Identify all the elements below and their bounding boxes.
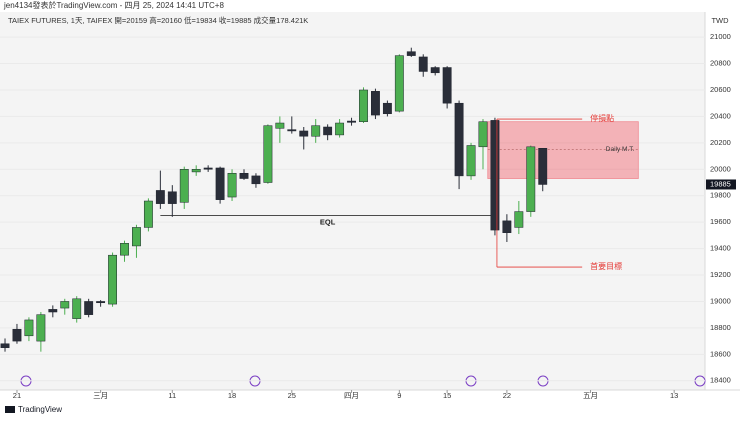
x-tick-label: 18	[228, 391, 236, 400]
x-tick-label: 四月	[344, 391, 359, 400]
y-tick-label: 19800	[710, 191, 731, 200]
candle-body	[335, 122, 345, 136]
y-tick-label: 18400	[710, 376, 731, 385]
y-tick-label: 20400	[710, 111, 731, 120]
candle-body	[371, 91, 380, 116]
x-tick-label: 21	[13, 391, 21, 400]
x-tick-label: 25	[288, 391, 296, 400]
x-tick-label: 22	[503, 391, 511, 400]
candle-body	[323, 126, 333, 136]
y-tick-label: 20600	[710, 85, 731, 94]
candle-body	[394, 55, 404, 112]
x-tick-label: 15	[443, 391, 451, 400]
logo: TradingView	[5, 405, 62, 414]
target-label: 首要目標	[590, 261, 622, 271]
last-price-label: 19885	[710, 179, 731, 188]
y-tick-label: 20800	[710, 59, 731, 68]
x-tick-label: 9	[397, 391, 401, 400]
candle-body	[48, 309, 58, 313]
y-tick-label: 19000	[710, 296, 731, 305]
candle-body	[108, 254, 117, 305]
candle-body	[24, 319, 34, 337]
candle-body	[36, 314, 46, 342]
candle-body	[287, 129, 297, 132]
zone	[487, 121, 639, 179]
candle-body	[263, 125, 273, 183]
x-tick-label: 五月	[583, 391, 598, 400]
x-tick-label: 13	[670, 391, 678, 400]
candle-body	[526, 146, 536, 212]
candle-body	[418, 56, 428, 72]
candle-body	[347, 120, 356, 123]
candle-body	[167, 191, 177, 204]
candle-body	[502, 220, 512, 233]
candle-body	[275, 122, 285, 129]
candle-body	[239, 172, 249, 179]
candle-body	[203, 167, 213, 170]
candle-body	[191, 169, 201, 173]
x-tick-label: 三月	[93, 391, 108, 400]
eql-label: EQL	[320, 218, 336, 227]
y-tick-label: 20200	[710, 138, 731, 147]
candle-body	[299, 130, 309, 137]
candle-body	[227, 172, 237, 198]
candle-body	[84, 301, 94, 315]
last-price-box	[706, 179, 736, 190]
candle-body	[96, 301, 106, 304]
y-tick-label: 18600	[710, 349, 731, 358]
candle-body	[155, 190, 165, 204]
candle-body	[179, 169, 189, 203]
y-tick-label: 21000	[710, 32, 731, 41]
candle-body	[0, 343, 10, 348]
candle-body	[454, 102, 464, 177]
candle-body	[538, 148, 548, 185]
brand: TradingView	[18, 405, 62, 414]
logo-mark	[5, 406, 15, 413]
y-tick-label: 19200	[710, 270, 731, 279]
x-tick-label: 11	[168, 391, 176, 400]
candle-body	[143, 200, 153, 228]
candle-body	[132, 227, 141, 247]
y-tick-label: 19600	[710, 217, 731, 226]
candle-body	[514, 211, 524, 228]
stop-label: 停損點	[590, 113, 614, 123]
y-tick-label: 20000	[710, 164, 731, 173]
candle-body	[311, 125, 321, 137]
currency: TWD	[711, 16, 729, 25]
candle-body	[72, 298, 82, 319]
zone-label: Daily M.T.	[606, 146, 635, 153]
y-tick-label: 19400	[710, 244, 731, 253]
candle-body	[466, 145, 476, 177]
candle-body	[359, 89, 368, 122]
candle-body	[430, 67, 440, 74]
candle-body	[120, 243, 129, 256]
candle-body	[215, 167, 225, 200]
candle-body	[406, 51, 416, 56]
candle-body	[382, 102, 392, 115]
candle-body	[490, 120, 500, 231]
y-tick-label: 18800	[710, 323, 731, 332]
candle-body	[60, 301, 70, 309]
candle-body	[478, 121, 488, 148]
plot-area	[0, 12, 705, 390]
candle-body	[251, 175, 261, 185]
candle-body	[442, 67, 452, 104]
credit: jen4134發表於TradingView.com - 四月 25, 2024 …	[3, 0, 224, 10]
candle-body	[12, 328, 22, 342]
legend: TAIEX FUTURES, 1天, TAIFEX 開=20159 高=2016…	[8, 15, 308, 25]
